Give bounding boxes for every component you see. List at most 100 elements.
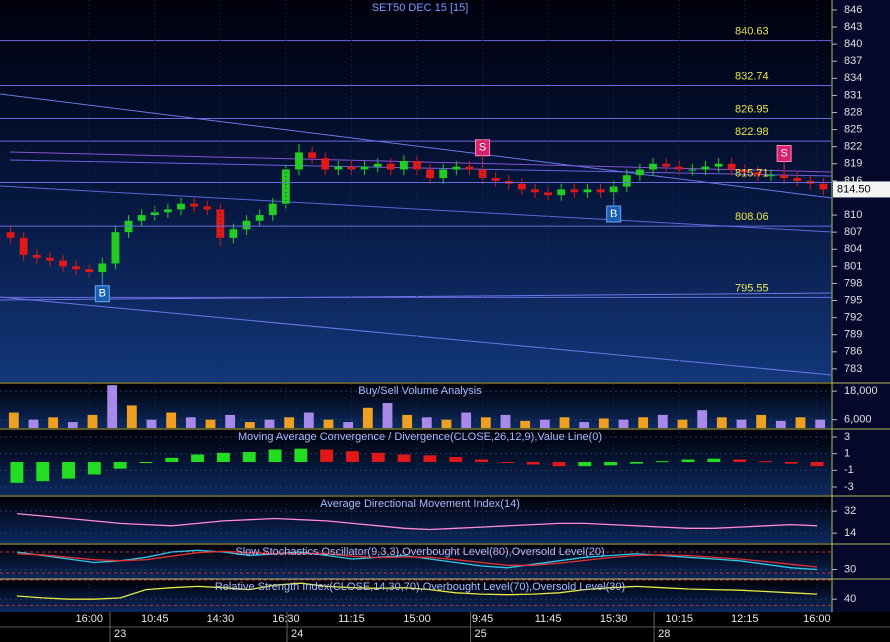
candle-body — [399, 160, 408, 170]
level-label: 840.63 — [735, 25, 769, 37]
candle-body — [793, 178, 802, 181]
bar — [500, 414, 511, 428]
bar — [268, 449, 282, 462]
rsi-panel — [0, 580, 832, 612]
bar — [579, 422, 590, 428]
bar — [697, 410, 708, 428]
bar — [716, 417, 727, 428]
candle-body — [308, 152, 317, 159]
bar — [284, 417, 295, 428]
candle-body — [780, 175, 789, 179]
bar — [225, 414, 236, 428]
time-tick-label: 11:15 — [338, 613, 365, 625]
bar — [421, 417, 432, 428]
bar — [146, 419, 157, 428]
main-panel — [0, 0, 832, 382]
y-tick-label: 3 — [844, 431, 850, 443]
y-tick-label: 18,000 — [844, 385, 878, 397]
y-tick-label: 32 — [844, 505, 856, 517]
bar — [126, 405, 137, 428]
bar — [139, 462, 153, 463]
bar — [423, 455, 437, 462]
y-tick-label: 6,000 — [844, 414, 872, 426]
candle-body — [32, 254, 41, 258]
bar — [756, 414, 767, 428]
bar — [48, 417, 59, 428]
bar — [784, 462, 798, 464]
date-tick-label: 24 — [291, 628, 303, 640]
candle-body — [635, 169, 644, 176]
candle-body — [360, 166, 369, 170]
candle-body — [98, 263, 107, 273]
candle-body — [622, 175, 631, 187]
panel-title: Average Directional Movement Index(14) — [320, 498, 520, 510]
candle-body — [295, 152, 303, 170]
candle-body — [491, 178, 500, 181]
date-tick-label: 25 — [475, 628, 487, 640]
candle-body — [229, 229, 238, 238]
bar — [520, 420, 531, 428]
y-tick-label: 831 — [844, 89, 862, 101]
candle-body — [85, 269, 94, 273]
bar — [604, 462, 618, 466]
candle-body — [570, 189, 579, 193]
candle-body — [517, 183, 526, 190]
bar — [526, 462, 540, 465]
sell-marker-label: S — [479, 142, 486, 154]
candle-body — [268, 203, 277, 216]
candle-body — [819, 183, 828, 190]
y-tick-label: 807 — [844, 226, 862, 238]
candle-body — [740, 169, 749, 173]
bar — [346, 451, 359, 462]
bar — [815, 419, 826, 428]
candle-body — [111, 232, 120, 264]
y-tick-label: 1 — [844, 448, 850, 460]
bar — [810, 462, 824, 467]
candle-body — [150, 212, 159, 216]
series-line — [16, 550, 818, 568]
bar — [707, 458, 721, 462]
series-line — [16, 582, 818, 600]
bar — [402, 414, 413, 428]
time-tick-label: 14:30 — [207, 613, 235, 625]
y-tick-label: 843 — [844, 21, 862, 33]
bar — [185, 417, 196, 428]
bar — [320, 449, 334, 462]
panel-title: SET50 DEC 15 [15] — [372, 2, 469, 14]
bar — [303, 412, 314, 428]
y-tick-label: 40 — [844, 593, 856, 605]
bar — [598, 418, 609, 428]
y-tick-label: 810 — [844, 209, 862, 221]
bar — [461, 412, 472, 428]
time-tick-label: 16:30 — [272, 613, 300, 625]
bar — [677, 419, 688, 428]
price-axis — [832, 0, 890, 612]
bar — [500, 462, 514, 463]
trend-lines — [0, 93, 833, 376]
bar — [216, 452, 230, 462]
candle-body — [373, 163, 382, 167]
bar — [165, 457, 179, 462]
panel-title: Buy/Sell Volume Analysis — [358, 385, 482, 397]
candle-body — [478, 169, 487, 179]
last-price-label: 814.50 — [837, 183, 871, 195]
time-tick-label: 9:45 — [472, 613, 493, 625]
bar — [166, 412, 177, 428]
candle-body — [255, 215, 264, 221]
bar — [629, 462, 643, 464]
time-tick-label: 10:45 — [141, 613, 169, 625]
candle-body — [242, 220, 251, 230]
candle-body — [216, 209, 225, 238]
candle-body — [727, 163, 736, 170]
y-tick-label: 846 — [844, 4, 862, 16]
candle-body — [688, 169, 697, 171]
candle-body — [439, 169, 448, 179]
y-tick-label: 14 — [844, 527, 856, 539]
y-tick-label: 801 — [844, 260, 862, 272]
y-tick-label: 792 — [844, 312, 862, 324]
bar — [441, 419, 452, 428]
time-tick-label: 10:15 — [665, 613, 693, 625]
series-line — [16, 512, 818, 531]
bar — [539, 419, 550, 428]
